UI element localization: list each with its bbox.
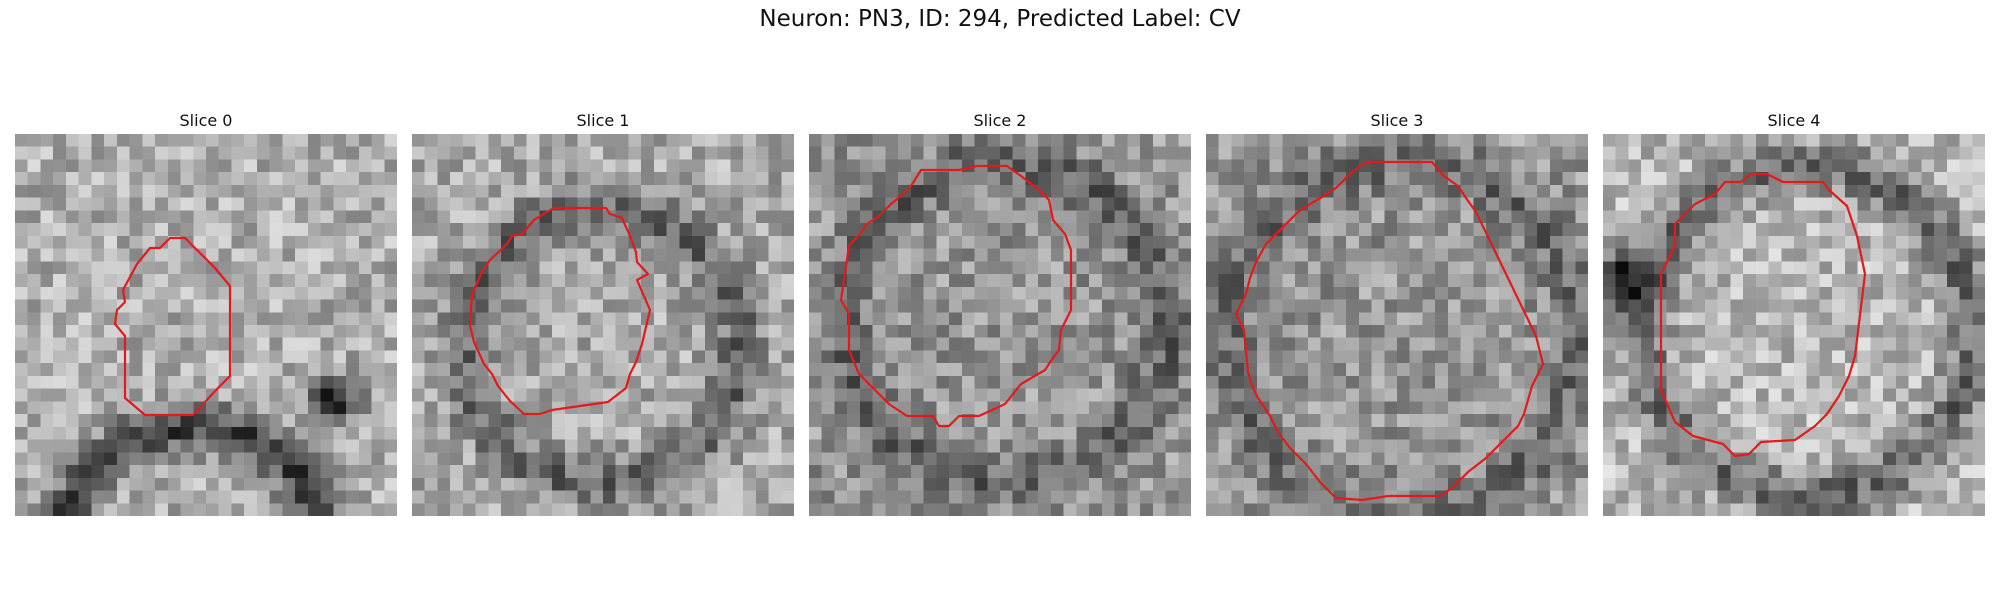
contour-outline-1 bbox=[468, 206, 652, 416]
contour-outline-0 bbox=[113, 236, 232, 417]
slice-panel-4: Slice 4 bbox=[1603, 108, 1985, 516]
contour-outline-3 bbox=[1234, 160, 1545, 502]
slice-title-2: Slice 2 bbox=[973, 111, 1027, 130]
slice-image-3 bbox=[1206, 134, 1588, 516]
contour-outline-4 bbox=[1659, 172, 1867, 458]
figure-title: Neuron: PN3, ID: 294, Predicted Label: C… bbox=[759, 6, 1241, 32]
em-image-slice-4 bbox=[1603, 134, 1985, 516]
contour-overlay-0 bbox=[113, 236, 232, 417]
em-image-slice-0 bbox=[15, 134, 397, 516]
em-image-slice-1 bbox=[412, 134, 794, 516]
slice-title-4: Slice 4 bbox=[1767, 111, 1821, 130]
slice-panel-3: Slice 3 bbox=[1206, 108, 1588, 516]
slice-panel-1: Slice 1 bbox=[412, 108, 794, 516]
slice-image-4 bbox=[1603, 134, 1985, 516]
contour-overlay-1 bbox=[468, 206, 652, 416]
contour-overlay-2 bbox=[839, 164, 1073, 428]
slice-image-1 bbox=[412, 134, 794, 516]
contour-outline-2 bbox=[839, 164, 1073, 428]
slice-image-2 bbox=[809, 134, 1191, 516]
slice-panel-0: Slice 0 bbox=[15, 108, 397, 516]
em-image-slice-3 bbox=[1206, 134, 1588, 516]
em-image-slice-2 bbox=[809, 134, 1191, 516]
slice-title-0: Slice 0 bbox=[179, 111, 233, 130]
slice-title-3: Slice 3 bbox=[1370, 111, 1424, 130]
slice-title-1: Slice 1 bbox=[576, 111, 630, 130]
contour-overlay-3 bbox=[1234, 160, 1545, 502]
slice-panel-2: Slice 2 bbox=[809, 108, 1191, 516]
contour-overlay-4 bbox=[1659, 172, 1867, 458]
slice-image-0 bbox=[15, 134, 397, 516]
